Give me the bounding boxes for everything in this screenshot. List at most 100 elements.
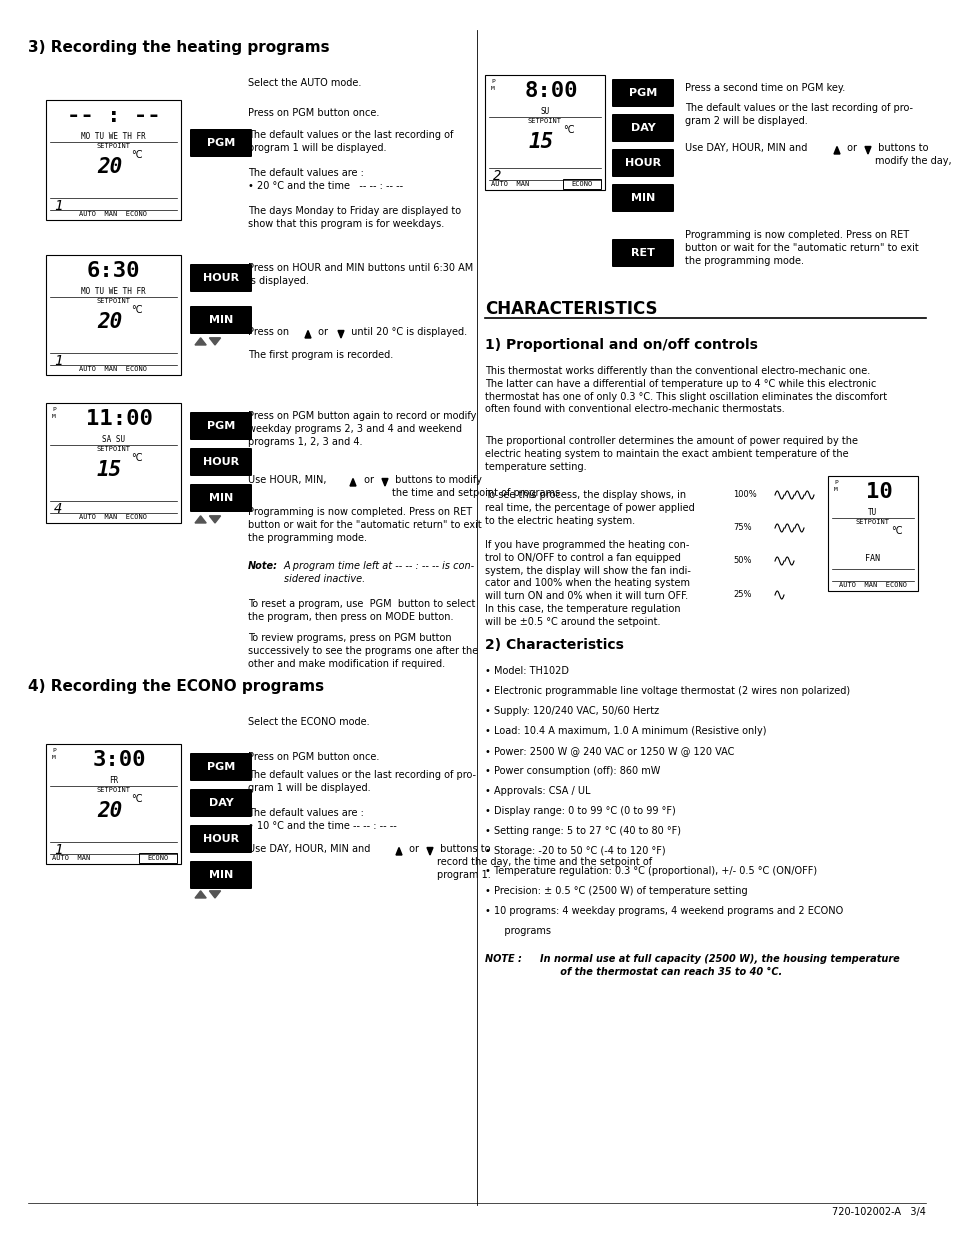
Text: °C: °C — [132, 794, 143, 804]
Text: A program time left at -- -- : -- -- is con-
sidered inactive.: A program time left at -- -- : -- -- is … — [284, 561, 475, 584]
FancyBboxPatch shape — [190, 448, 252, 475]
Text: FAN: FAN — [864, 555, 880, 563]
Text: SETPOINT: SETPOINT — [96, 787, 131, 793]
Text: buttons to modify
the time and setpoint of programs.: buttons to modify the time and setpoint … — [392, 475, 562, 498]
Polygon shape — [194, 890, 206, 898]
Text: Press on PGM button once.: Press on PGM button once. — [248, 107, 379, 119]
Polygon shape — [395, 847, 401, 855]
Text: MIN: MIN — [209, 869, 233, 881]
FancyBboxPatch shape — [190, 753, 252, 781]
Polygon shape — [350, 478, 355, 487]
Text: HOUR: HOUR — [203, 273, 239, 283]
Bar — [139, 853, 177, 863]
Polygon shape — [337, 331, 344, 338]
Text: P: P — [833, 480, 837, 485]
Text: Press on PGM button once.: Press on PGM button once. — [248, 752, 379, 762]
FancyBboxPatch shape — [612, 79, 673, 107]
Text: until 20 °C is displayed.: until 20 °C is displayed. — [348, 327, 467, 337]
Text: buttons to
record the day, the time and the setpoint of
program 1.: buttons to record the day, the time and … — [436, 844, 652, 879]
FancyBboxPatch shape — [190, 264, 252, 291]
Text: The default values or the last recording of
program 1 will be displayed.: The default values or the last recording… — [248, 130, 453, 153]
Text: • Power: 2500 W @ 240 VAC or 1250 W @ 120 VAC: • Power: 2500 W @ 240 VAC or 1250 W @ 12… — [484, 746, 734, 756]
Text: AUTO  MAN: AUTO MAN — [52, 855, 91, 861]
Text: • Storage: -20 to 50 °C (-4 to 120 °F): • Storage: -20 to 50 °C (-4 to 120 °F) — [484, 846, 665, 856]
Text: To reset a program, use  PGM  button to select
the program, then press on MODE b: To reset a program, use PGM button to se… — [248, 599, 475, 621]
Text: SETPOINT: SETPOINT — [855, 519, 889, 525]
Text: 11:00: 11:00 — [86, 409, 152, 429]
Text: PGM: PGM — [207, 762, 234, 772]
FancyBboxPatch shape — [612, 184, 673, 212]
Text: AUTO  MAN  ECONO: AUTO MAN ECONO — [79, 366, 148, 372]
Text: This thermostat works differently than the conventional electro-mechanic one.
Th: This thermostat works differently than t… — [484, 366, 886, 415]
Text: Programming is now completed. Press on RET
button or wait for the "automatic ret: Programming is now completed. Press on R… — [684, 230, 918, 266]
Text: 1) Proportional and on/off controls: 1) Proportional and on/off controls — [484, 338, 757, 352]
Bar — [46, 254, 181, 375]
Text: 8:00: 8:00 — [524, 82, 578, 101]
Text: Press on HOUR and MIN buttons until 6:30 AM
is displayed.: Press on HOUR and MIN buttons until 6:30… — [248, 263, 473, 285]
Polygon shape — [209, 516, 220, 522]
Text: Select the ECONO mode.: Select the ECONO mode. — [248, 718, 369, 727]
Text: SETPOINT: SETPOINT — [96, 298, 131, 304]
Text: AUTO  MAN  ECONO: AUTO MAN ECONO — [79, 514, 148, 520]
Text: • Temperature regulation: 0.3 °C (proportional), +/- 0.5 °C (ON/OFF): • Temperature regulation: 0.3 °C (propor… — [484, 866, 817, 876]
Text: Use DAY, HOUR, MIN and: Use DAY, HOUR, MIN and — [684, 143, 810, 153]
FancyBboxPatch shape — [190, 825, 252, 853]
Text: °C: °C — [890, 526, 902, 536]
Text: 2) Characteristics: 2) Characteristics — [484, 638, 623, 652]
Text: SETPOINT: SETPOINT — [96, 446, 131, 452]
Polygon shape — [864, 147, 870, 154]
Text: 25%: 25% — [732, 590, 751, 599]
Text: RET: RET — [630, 248, 655, 258]
Text: 20: 20 — [97, 312, 122, 332]
Text: • Load: 10.4 A maximum, 1.0 A minimum (Resistive only): • Load: 10.4 A maximum, 1.0 A minimum (R… — [484, 726, 765, 736]
Text: HOUR: HOUR — [203, 834, 239, 844]
Text: To review programs, press on PGM button
successively to see the programs one aft: To review programs, press on PGM button … — [248, 634, 477, 668]
FancyBboxPatch shape — [190, 861, 252, 889]
Text: 1: 1 — [54, 199, 62, 212]
Polygon shape — [209, 338, 220, 345]
Text: • Power consumption (off): 860 mW: • Power consumption (off): 860 mW — [484, 766, 659, 776]
Text: • Display range: 0 to 99 °C (0 to 99 °F): • Display range: 0 to 99 °C (0 to 99 °F) — [484, 806, 675, 816]
Text: SETPOINT: SETPOINT — [96, 143, 131, 149]
Text: °C: °C — [132, 149, 143, 161]
FancyBboxPatch shape — [612, 149, 673, 177]
Text: M: M — [491, 86, 495, 91]
Text: PGM: PGM — [628, 88, 657, 98]
Text: Use HOUR, MIN,: Use HOUR, MIN, — [248, 475, 330, 485]
Polygon shape — [209, 890, 220, 898]
Text: SU: SU — [539, 107, 549, 116]
Text: 50%: 50% — [732, 556, 751, 564]
Text: The default values or the last recording of pro-
gram 2 will be displayed.: The default values or the last recording… — [684, 103, 912, 126]
Polygon shape — [194, 338, 206, 345]
Text: • Supply: 120/240 VAC, 50/60 Hertz: • Supply: 120/240 VAC, 50/60 Hertz — [484, 706, 659, 716]
Text: • Electronic programmable line voltage thermostat (2 wires non polarized): • Electronic programmable line voltage t… — [484, 685, 849, 697]
Text: HOUR: HOUR — [203, 457, 239, 467]
Text: Press on: Press on — [248, 327, 292, 337]
Text: M: M — [52, 414, 55, 419]
Text: P: P — [52, 748, 55, 753]
Text: Note:: Note: — [248, 561, 277, 571]
Text: AUTO  MAN  ECONO: AUTO MAN ECONO — [838, 582, 906, 588]
Text: In normal use at full capacity (2500 W), the housing temperature
      of the th: In normal use at full capacity (2500 W),… — [539, 953, 899, 977]
Text: MO TU WE TH FR: MO TU WE TH FR — [81, 287, 146, 296]
Text: If you have programmed the heating con-
trol to ON/OFF to control a fan equipped: If you have programmed the heating con- … — [484, 540, 690, 627]
Text: M: M — [833, 487, 837, 492]
Text: -- : --: -- : -- — [67, 106, 160, 126]
Text: The default values or the last recording of pro-
gram 1 will be displayed.: The default values or the last recording… — [248, 769, 476, 793]
Text: Programming is now completed. Press on RET
button or wait for the "automatic ret: Programming is now completed. Press on R… — [248, 508, 481, 542]
Text: DAY: DAY — [209, 798, 233, 808]
Text: 20: 20 — [97, 802, 122, 821]
Text: 720-102002-A   3/4: 720-102002-A 3/4 — [831, 1207, 925, 1216]
Text: The default values are :
• 20 °C and the time   -- -- : -- --: The default values are : • 20 °C and the… — [248, 168, 403, 190]
Text: 10: 10 — [864, 482, 891, 501]
Text: CHARACTERISTICS: CHARACTERISTICS — [484, 300, 657, 317]
Text: • Approvals: CSA / UL: • Approvals: CSA / UL — [484, 785, 590, 797]
Text: To see this process, the display shows, in
real time, the percentage of power ap: To see this process, the display shows, … — [484, 490, 694, 526]
Polygon shape — [194, 516, 206, 522]
Polygon shape — [427, 847, 433, 855]
Text: °C: °C — [132, 453, 143, 463]
Text: PGM: PGM — [207, 421, 234, 431]
Text: ECONO: ECONO — [571, 182, 592, 186]
Text: HOUR: HOUR — [624, 158, 660, 168]
Text: SETPOINT: SETPOINT — [527, 119, 561, 124]
